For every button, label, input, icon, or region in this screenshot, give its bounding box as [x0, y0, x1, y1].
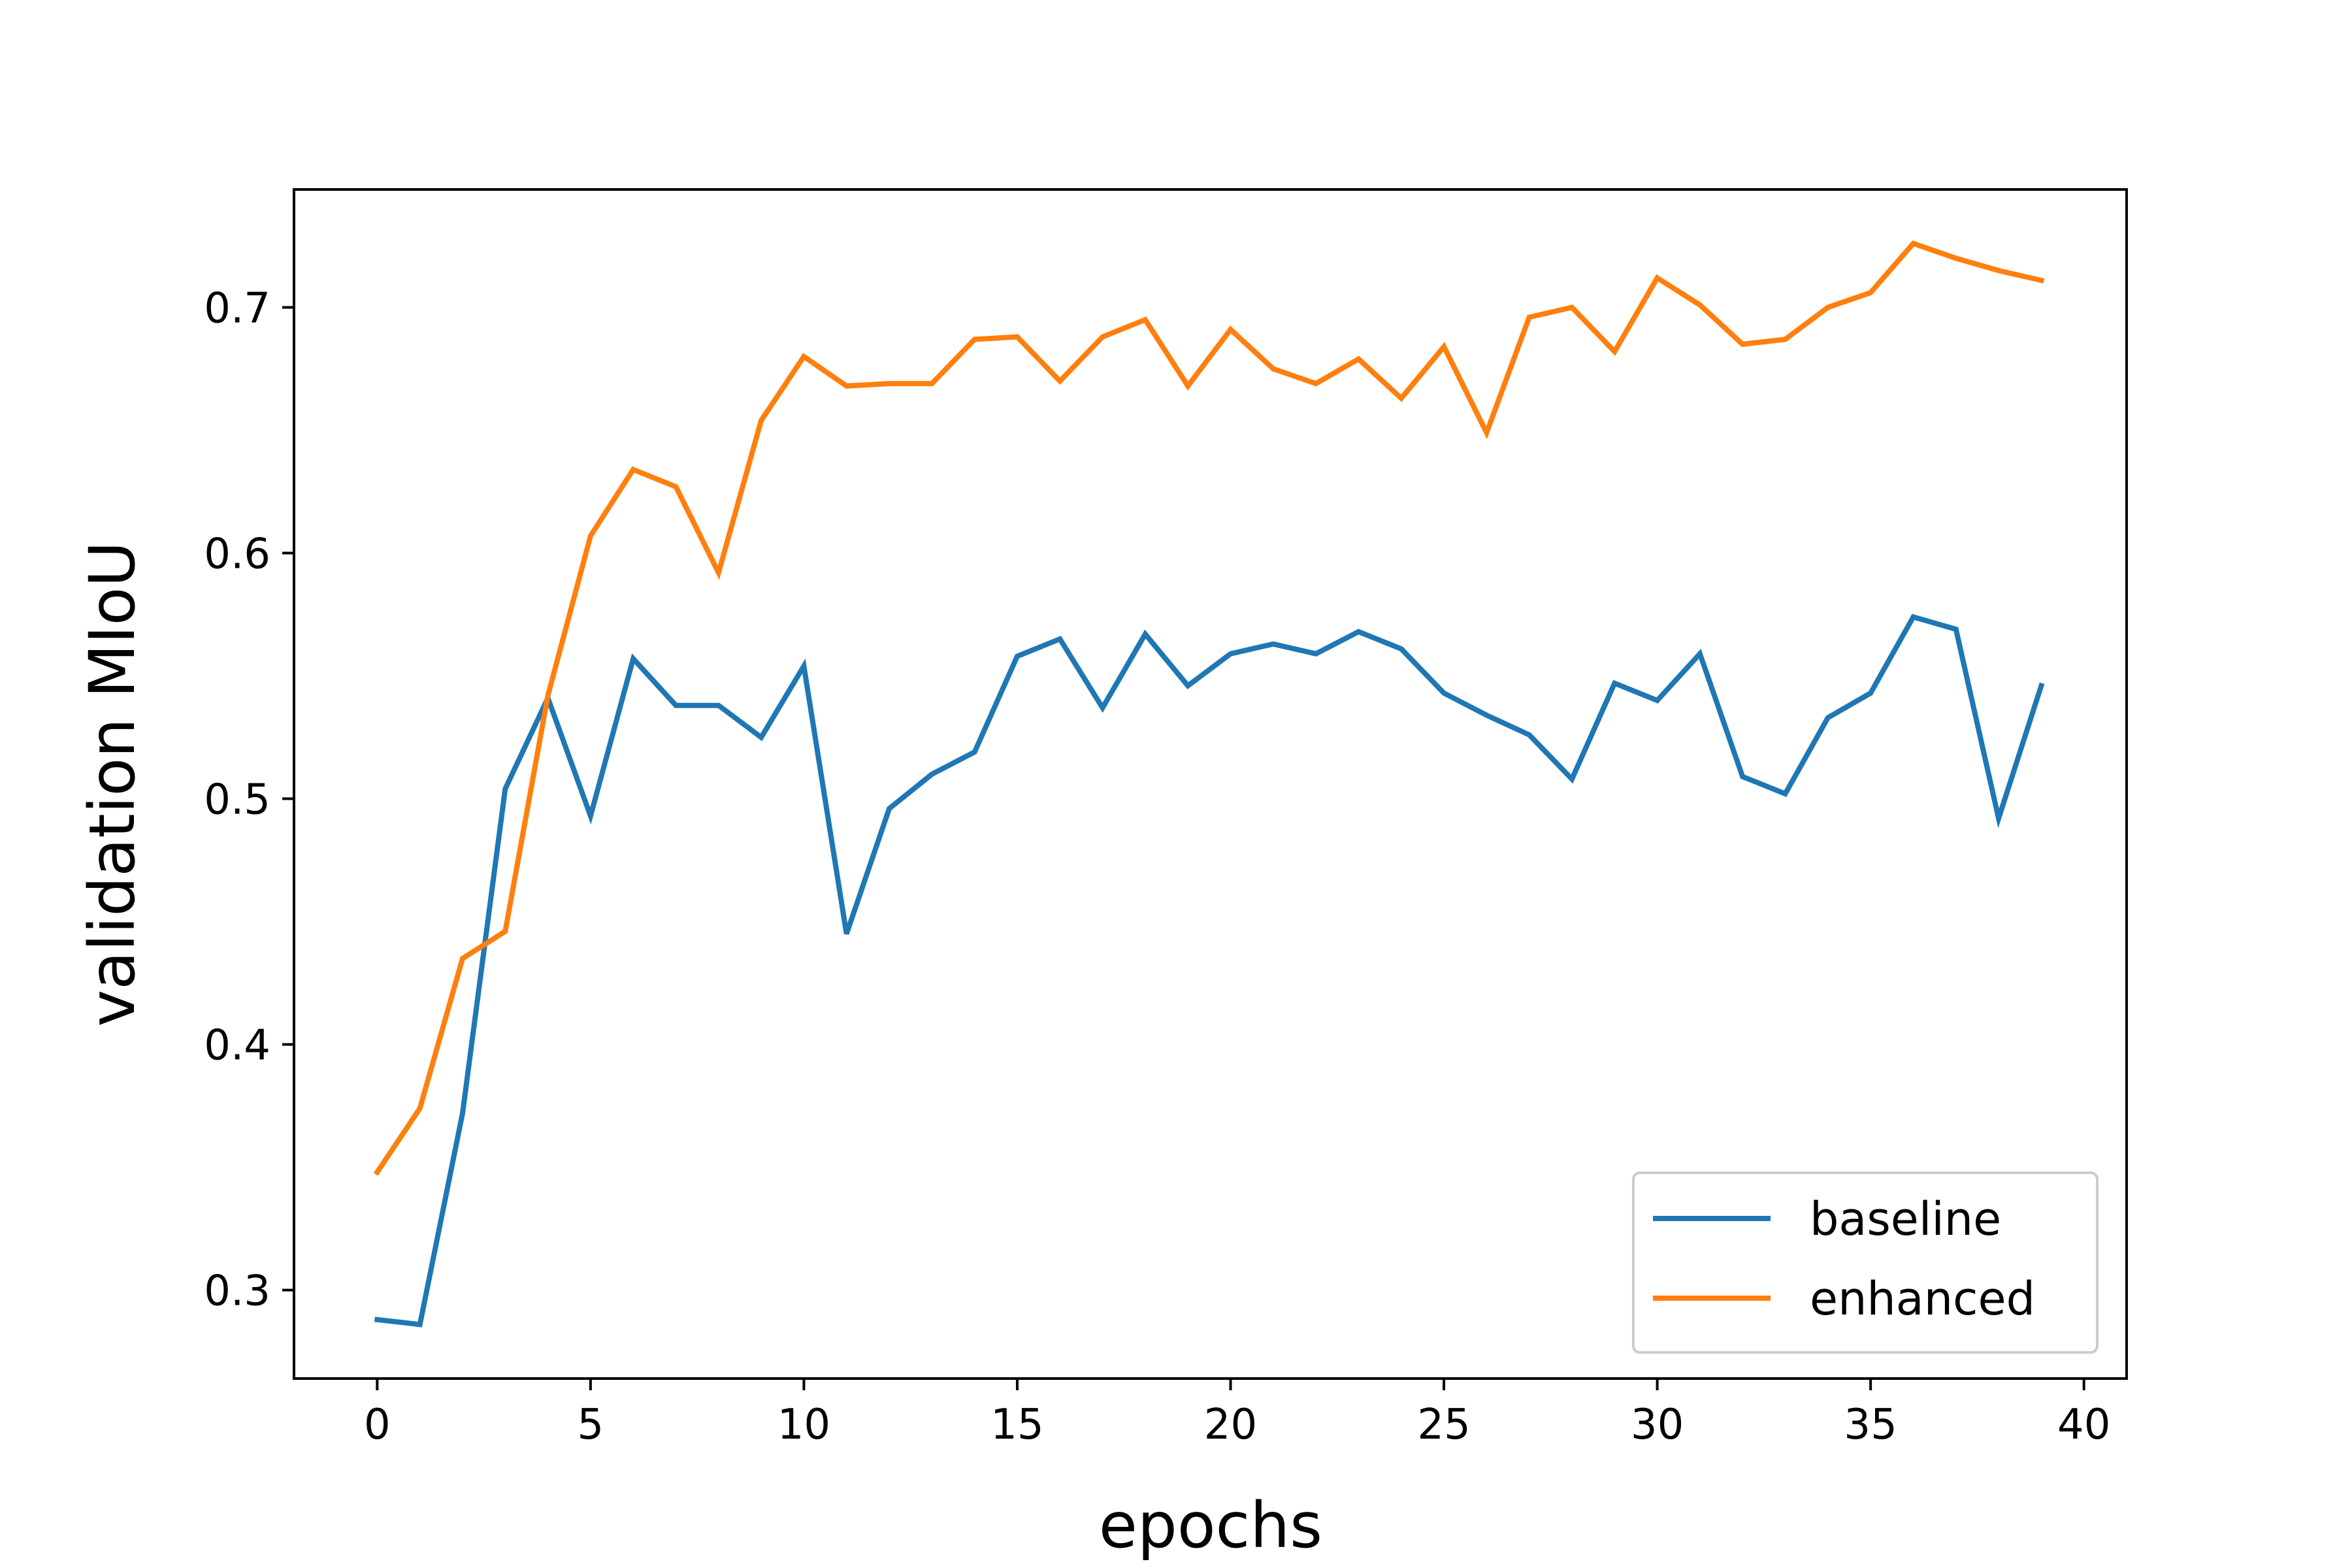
series-line-enhanced: [373, 240, 2045, 1176]
y-tick-label: 0.3: [204, 1267, 270, 1316]
plot-area: [293, 188, 2128, 1380]
legend-label-baseline: baseline: [1810, 1192, 2001, 1246]
y-tick-label: 0.5: [204, 776, 270, 825]
x-tick-label: 40: [2057, 1401, 2110, 1449]
y-tick-label: 0.4: [204, 1022, 270, 1070]
x-tick-label: 15: [990, 1401, 1043, 1449]
x-tick-label: 25: [1417, 1401, 1470, 1449]
y-axis-ticks: 0.3 0.4 0.5 0.6 0.7: [204, 284, 294, 1316]
y-tick-label: 0.6: [204, 531, 270, 579]
series-line-baseline: [374, 613, 2045, 1328]
x-tick-label: 30: [1631, 1401, 1684, 1449]
x-tick-label: 35: [1844, 1401, 1897, 1449]
x-tick-label: 5: [578, 1401, 604, 1449]
x-axis-ticks: 0 5 10 15 20 25 30 35 40: [364, 1379, 2110, 1449]
legend: baseline enhanced: [1632, 1171, 2099, 1354]
y-tick-label: 0.7: [204, 284, 270, 333]
x-tick-label: 0: [364, 1401, 391, 1449]
axes-frame: [293, 188, 2128, 1380]
legend-label-enhanced: enhanced: [1810, 1272, 2035, 1326]
y-axis-label: validation MIoU: [76, 541, 149, 1026]
x-tick-label: 20: [1204, 1401, 1257, 1449]
x-tick-label: 10: [777, 1401, 830, 1449]
x-axis-label: epochs: [1099, 1489, 1322, 1562]
